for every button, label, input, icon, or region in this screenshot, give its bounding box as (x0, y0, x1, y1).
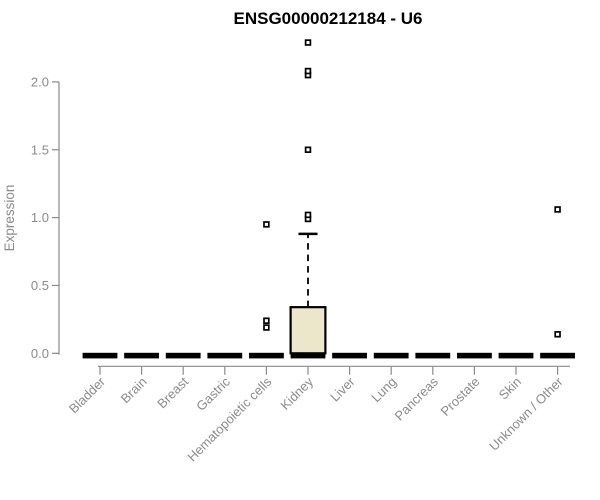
y-tick-label: 1.0 (31, 210, 49, 225)
median-bar-gastric (207, 352, 243, 359)
x-category-label: Kidney (277, 374, 316, 413)
y-tick-label: 1.5 (31, 142, 49, 157)
y-tick-label: 0.0 (31, 346, 49, 361)
median-bar-hematopoietic-cells (249, 352, 284, 359)
x-category-label: Skin (496, 374, 524, 402)
median-bar-kidney (290, 352, 326, 359)
x-category-label: Unknown / Other (486, 374, 566, 454)
median-bar-liver (332, 352, 367, 359)
median-bar-pancreas (415, 352, 451, 359)
chart-title: ENSG00000212184 - U6 (233, 9, 422, 28)
y-tick-label: 2.0 (31, 74, 49, 89)
y-axis-label: Expression (2, 185, 17, 252)
median-bar-lung (373, 352, 409, 359)
outlier-point (554, 331, 561, 338)
outlier-point (304, 146, 312, 154)
outlier-point (304, 67, 312, 75)
plot-area: 0.0 0.5 1.0 1.5 2.0 Bladder Brain Breast Gastric… (31, 39, 575, 464)
x-category-label: Lung (368, 374, 399, 405)
x-category-label: Pancreas (391, 374, 441, 424)
box-kidney (289, 306, 327, 355)
outlier-point (304, 211, 312, 219)
x-category-label: Prostate (438, 374, 483, 419)
x-category-label: Brain (118, 374, 150, 406)
median-bar-prostate (457, 352, 492, 359)
median-bar-brain (124, 352, 159, 359)
y-tick-label: 0.5 (31, 278, 49, 293)
median-bar-unknown-other (540, 352, 575, 359)
median-bar-breast (165, 352, 201, 359)
median-bar-bladder (82, 352, 118, 359)
x-category-label: Bladder (66, 374, 109, 417)
outlier-point (554, 206, 561, 213)
x-category-label: Gastric (193, 374, 233, 414)
outlier-point (263, 221, 270, 228)
x-category-label: Breast (154, 374, 191, 411)
x-category-label: Liver (327, 374, 358, 405)
outlier-point (263, 317, 270, 324)
outlier-point (304, 39, 312, 46)
outlier-point (263, 324, 270, 331)
median-bar-skin (498, 352, 534, 359)
